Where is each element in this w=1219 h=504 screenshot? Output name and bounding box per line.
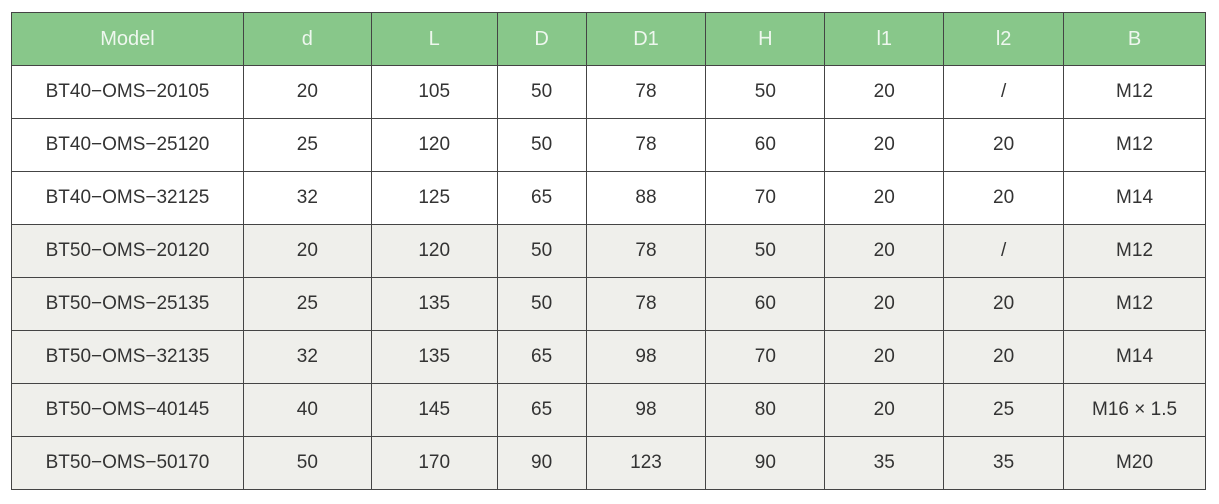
table-cell: 25 (943, 383, 1065, 437)
table-cell: 90 (496, 436, 587, 490)
table-cell: 120 (370, 118, 498, 172)
table-cell: 20 (824, 118, 945, 172)
table-row: BT50−OMS−20120 20 120 50 78 50 20/M12 (11, 224, 1206, 278)
table-cell: 20 (824, 277, 945, 331)
column-header: H (705, 12, 826, 66)
table-cell: 135 (370, 277, 498, 331)
table-cell: M12 (1063, 65, 1206, 119)
table-cell: 125 (370, 171, 498, 225)
table-cell: 50 (496, 277, 587, 331)
table-cell: 65 (496, 171, 587, 225)
table-cell: M12 (1063, 224, 1206, 278)
table-cell: / (943, 65, 1065, 119)
table-cell: 98 (585, 330, 707, 384)
table-cell: 78 (585, 65, 707, 119)
table-cell: 120 (370, 224, 498, 278)
table-cell: 20 (943, 277, 1065, 331)
table-row: BT40−OMS−32125 32 125 65 88 70 20 20 M14 (11, 171, 1206, 225)
table-cell: / (943, 224, 1065, 278)
column-header: d (242, 12, 372, 66)
table-cell: 60 (705, 118, 826, 172)
table-cell: 80 (705, 383, 826, 437)
column-header: D (496, 12, 587, 66)
table-cell: 20 (943, 171, 1065, 225)
table-cell: 123 (585, 436, 707, 490)
table-cell: BT50−OMS−20120 (11, 224, 244, 278)
column-header: D1 (585, 12, 707, 66)
table-cell: 70 (705, 171, 826, 225)
table-cell: 20 (824, 171, 945, 225)
table-cell: 98 (585, 383, 707, 437)
table-row: BT40−OMS−25120 25 120 50 78 60 20 20 M12 (11, 118, 1206, 172)
table-cell: 90 (705, 436, 826, 490)
table-cell: 105 (370, 65, 498, 119)
table-cell: 50 (496, 118, 587, 172)
table-cell: 70 (705, 330, 826, 384)
column-header: l2 (943, 12, 1065, 66)
table-cell: 65 (496, 383, 587, 437)
table-cell: 20 (943, 330, 1065, 384)
table-cell: M12 (1063, 118, 1206, 172)
table-cell: M20 (1063, 436, 1206, 490)
table-cell: M12 (1063, 277, 1206, 331)
table-cell: 50 (705, 224, 826, 278)
table-cell: 35 (824, 436, 945, 490)
table-row: BT50−OMS−32135 32 135 65 98 70 20 20 M14 (11, 330, 1206, 384)
table-cell: 20 (824, 224, 945, 278)
table-cell: 25 (242, 118, 372, 172)
table-cell: 60 (705, 277, 826, 331)
column-header: l1 (824, 12, 945, 66)
table-cell: 170 (370, 436, 498, 490)
table-row: BT40−OMS−20105 20 105 50 78 50 20/M12 (11, 65, 1206, 119)
column-header: Model (11, 12, 244, 66)
table-cell: BT50−OMS−25135 (11, 277, 244, 331)
table-cell: M14 (1063, 330, 1206, 384)
table-cell: BT50−OMS−32135 (11, 330, 244, 384)
table-cell: 25 (242, 277, 372, 331)
table-cell: 78 (585, 224, 707, 278)
column-header: B (1063, 12, 1206, 66)
table-cell: BT40−OMS−20105 (11, 65, 244, 119)
table-cell: M14 (1063, 171, 1206, 225)
table-cell: 40 (242, 383, 372, 437)
table-cell: 145 (370, 383, 498, 437)
table-cell: 50 (496, 65, 587, 119)
table-cell: BT40−OMS−32125 (11, 171, 244, 225)
table-cell: 50 (705, 65, 826, 119)
table-cell: 20 (943, 118, 1065, 172)
table-cell: 65 (496, 330, 587, 384)
table-cell: 135 (370, 330, 498, 384)
table-cell: BT50−OMS−40145 (11, 383, 244, 437)
table-cell: 20 (824, 383, 945, 437)
table-row: BT50−OMS−25135 25 135 50 78 60 20 20 M12 (11, 277, 1206, 331)
table-cell: 20 (824, 330, 945, 384)
table-cell: BT40−OMS−25120 (11, 118, 244, 172)
table-cell: 32 (242, 171, 372, 225)
column-header: L (370, 12, 498, 66)
table-cell: 88 (585, 171, 707, 225)
table-cell: 20 (242, 65, 372, 119)
table-row: BT50−OMS−40145 40 145 65 98 80 20 25 M16 × 1.5 (11, 383, 1206, 437)
table-cell: BT50−OMS−50170 (11, 436, 244, 490)
table-cell: M16 × 1.5 (1063, 383, 1206, 437)
table-cell: 20 (824, 65, 945, 119)
table-cell: 20 (242, 224, 372, 278)
table-cell: 35 (943, 436, 1065, 490)
table-cell: 50 (496, 224, 587, 278)
table-row: BT50−OMS−50170 50 170 90 123 90 35 35 M20 (11, 436, 1206, 490)
table-cell: 78 (585, 118, 707, 172)
table-cell: 32 (242, 330, 372, 384)
table-cell: 78 (585, 277, 707, 331)
table-cell: 50 (242, 436, 372, 490)
